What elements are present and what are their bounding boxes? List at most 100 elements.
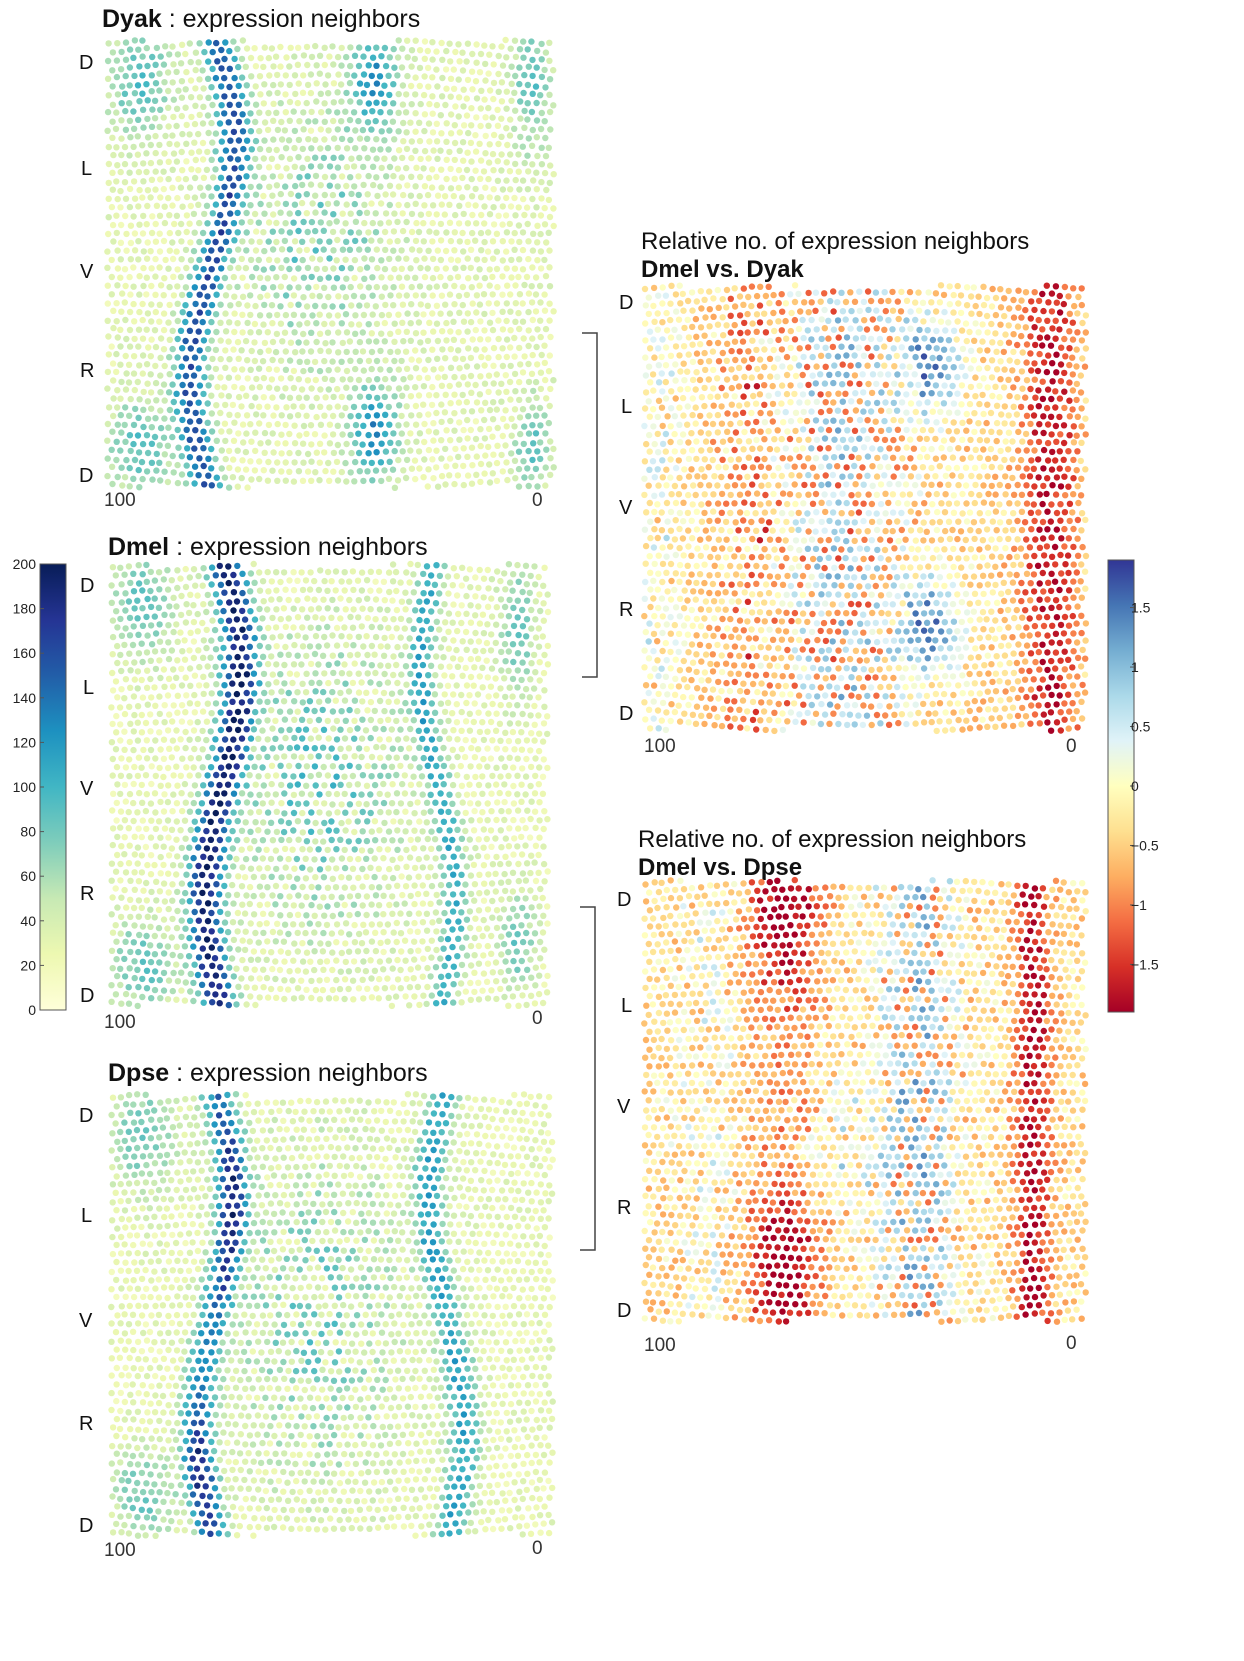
cell-point [498, 380, 505, 387]
cell-point [405, 874, 413, 881]
cell-point [220, 572, 228, 579]
cell-point [381, 634, 388, 642]
cell-point [511, 406, 519, 413]
cell-point [536, 817, 543, 824]
cell-point [131, 676, 138, 683]
cell-point [463, 699, 470, 707]
cell-point [417, 301, 424, 308]
cell-point [402, 808, 409, 815]
cell-point [248, 273, 256, 281]
cell-point [187, 239, 194, 246]
ap-label-100: 100 [644, 1335, 676, 1357]
cell-point [182, 355, 190, 362]
cell-point [234, 671, 242, 678]
cell-point [451, 391, 458, 398]
cell-point [285, 137, 293, 144]
cell-point [524, 100, 531, 107]
cell-point [255, 754, 262, 761]
cell-point [256, 238, 263, 246]
cell-point [349, 624, 357, 631]
cell-point [487, 683, 495, 690]
cell-point [432, 855, 439, 862]
cell-point [529, 90, 536, 98]
cell-point [213, 681, 220, 688]
cell-point [338, 449, 345, 456]
cell-point [108, 982, 115, 989]
cell-point [257, 55, 264, 62]
cell-point [168, 934, 175, 941]
cell-point [364, 45, 372, 52]
cell-point [316, 977, 323, 984]
cell-point [532, 465, 540, 473]
cell-point [512, 176, 519, 184]
cell-point [248, 402, 255, 410]
cell-point [506, 915, 513, 922]
cell-point [195, 59, 202, 66]
cell-point [324, 697, 332, 704]
cell-point [472, 167, 479, 174]
cell-point [515, 273, 522, 281]
cell-point [477, 122, 484, 130]
cell-point [363, 302, 371, 309]
cell-point [322, 467, 329, 475]
cell-point [178, 434, 186, 441]
cell-point [386, 901, 393, 909]
cell-point [492, 888, 499, 895]
cell-point [498, 98, 506, 105]
cell-point [226, 319, 233, 326]
cell-point [351, 478, 358, 485]
cell-point [467, 426, 474, 434]
cell-point [482, 114, 489, 121]
cell-point [501, 816, 508, 824]
cell-point [341, 864, 349, 872]
cell-point [463, 166, 471, 174]
cell-point [165, 175, 172, 183]
cell-point [290, 478, 298, 485]
cell-point [423, 819, 430, 826]
cell-point [429, 274, 437, 282]
cell-point [433, 464, 440, 471]
cell-point [147, 603, 155, 611]
cell-point [134, 615, 141, 622]
cell-point [213, 110, 220, 118]
cell-point [175, 444, 182, 451]
cell-point [519, 229, 527, 236]
cell-point [125, 860, 133, 867]
cell-point [325, 753, 332, 760]
cell-point [212, 130, 220, 137]
cell-point [338, 819, 345, 827]
cell-point [546, 91, 553, 99]
cell-point [381, 44, 389, 52]
cell-point [346, 931, 353, 938]
cell-point [519, 938, 527, 946]
cell-point [474, 655, 482, 662]
cell-point [222, 238, 230, 245]
cell-point [486, 266, 493, 273]
cell-point [377, 200, 385, 207]
cell-point [311, 894, 318, 901]
cell-point [109, 929, 117, 936]
cell-point [242, 264, 250, 272]
cell-point [286, 782, 294, 789]
cell-point [325, 865, 332, 872]
cell-point [273, 661, 280, 668]
cell-point [406, 910, 413, 917]
cell-point [524, 465, 531, 472]
cell-point [498, 807, 505, 815]
cell-point [528, 904, 535, 911]
cell-point [144, 115, 151, 123]
cell-point [365, 62, 372, 69]
cell-point [334, 441, 342, 449]
cell-point [550, 464, 557, 471]
cell-point [530, 177, 537, 184]
cell-point [121, 143, 129, 151]
cell-point [247, 698, 254, 705]
cell-point [194, 628, 201, 635]
cell-point [260, 948, 267, 955]
cell-point [437, 773, 445, 780]
cell-point [221, 200, 228, 208]
cell-point [225, 228, 232, 236]
cell-point [511, 125, 518, 132]
cell-point [441, 601, 448, 608]
cell-point [116, 947, 124, 955]
